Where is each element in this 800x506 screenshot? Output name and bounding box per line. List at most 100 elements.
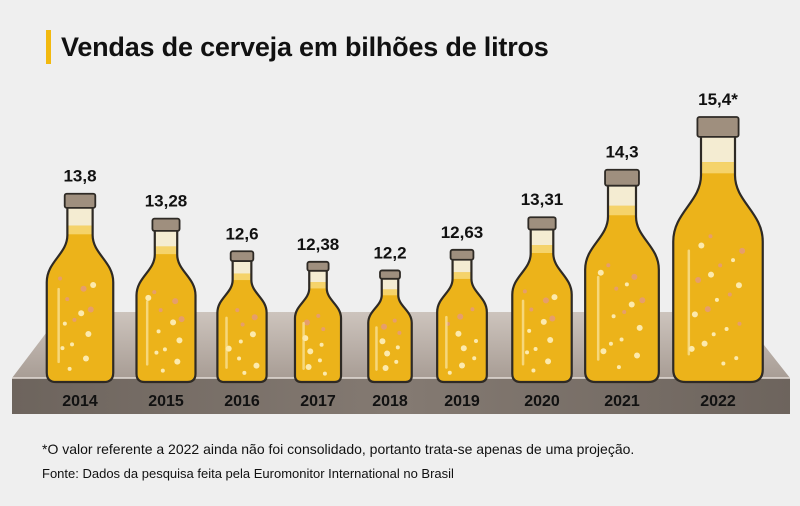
bubble <box>616 365 621 370</box>
year-label-2016: 2016 <box>224 393 260 410</box>
bubble <box>522 289 527 294</box>
title-accent-bar <box>46 30 51 64</box>
bottle-outline <box>45 205 115 384</box>
table-front <box>12 378 790 414</box>
bubble <box>688 345 695 352</box>
bottle-outline <box>511 227 573 384</box>
bottle-foam <box>294 282 342 289</box>
bubble <box>737 321 742 326</box>
bubble <box>170 319 177 326</box>
bubble <box>624 282 629 287</box>
bottle-highlight <box>57 287 60 364</box>
bubble <box>70 342 75 347</box>
bubble <box>319 342 324 347</box>
bubble <box>622 309 627 314</box>
bubble <box>527 328 532 333</box>
bubble <box>731 258 736 263</box>
bubble <box>379 338 386 345</box>
bottle-foam <box>512 245 572 253</box>
year-label-2020: 2020 <box>524 393 560 410</box>
bottle-foam <box>217 273 267 281</box>
bubble <box>317 358 322 363</box>
bubble <box>714 297 719 302</box>
bottle-2015: 13,28 2015 <box>135 192 197 410</box>
year-label-2015: 2015 <box>148 393 184 410</box>
bubble <box>735 282 742 289</box>
bubble <box>734 356 739 361</box>
bottle-highlight <box>596 275 600 361</box>
bubble <box>253 362 260 369</box>
bubble <box>721 361 726 366</box>
bubble <box>549 315 556 322</box>
bubble <box>472 356 477 361</box>
bubble <box>718 263 723 268</box>
bubble <box>322 371 327 376</box>
bubble <box>87 306 94 313</box>
bubble <box>704 306 711 313</box>
year-label-2014: 2014 <box>62 393 98 410</box>
bottle-2014: 13,8 2014 <box>45 167 115 410</box>
bubble <box>619 337 624 342</box>
bubble <box>80 285 87 292</box>
bubble <box>235 308 240 313</box>
bubble <box>701 340 708 347</box>
bubble <box>457 313 464 320</box>
bubble <box>62 321 67 326</box>
bubble <box>67 366 72 371</box>
bubble <box>145 294 152 301</box>
bubble <box>78 310 85 317</box>
year-label-2017: 2017 <box>300 393 336 410</box>
bubble <box>162 347 167 352</box>
bubble <box>176 337 183 344</box>
bubble <box>60 346 65 351</box>
bottle-highlight <box>302 321 305 370</box>
bubble <box>154 350 159 355</box>
bottle-2020: 13,31 2020 <box>511 190 573 410</box>
bubble <box>459 362 465 369</box>
bubble <box>525 350 530 355</box>
bottle-foam <box>585 205 659 216</box>
title-block: Vendas de cerveja em bilhões de litros <box>46 30 549 64</box>
bubble <box>394 359 399 364</box>
bubble <box>533 347 538 352</box>
bubble <box>639 297 646 304</box>
bubble <box>611 314 616 319</box>
bubble <box>542 297 549 304</box>
bottle-2022: 15,4* 2022 <box>672 90 764 410</box>
bubble <box>614 286 619 291</box>
bottle-highlight <box>375 326 378 371</box>
bubble <box>238 339 243 344</box>
bottle-cap <box>379 269 401 280</box>
bubble <box>237 356 242 361</box>
bubble <box>381 323 388 330</box>
bottle-foam <box>673 162 763 174</box>
bubble <box>695 276 702 283</box>
bottle-highlight <box>145 300 149 366</box>
bubble <box>392 318 397 323</box>
bubble <box>540 318 547 325</box>
year-label-2021: 2021 <box>604 393 640 410</box>
bubble <box>152 290 157 295</box>
value-label-2021: 14,3 <box>605 143 638 162</box>
bubble <box>65 297 70 302</box>
bottle-2021: 14,3 2021 <box>584 143 660 410</box>
bottle-highlight <box>521 299 525 366</box>
value-label-2020: 13,31 <box>521 190 564 209</box>
bubble <box>156 329 161 334</box>
bottle-outline <box>584 183 660 384</box>
bubble <box>174 358 181 365</box>
bubble <box>240 322 245 327</box>
bottle-cap <box>151 217 181 232</box>
bubble <box>395 345 400 350</box>
bubble <box>249 331 256 338</box>
bubble <box>160 368 165 373</box>
bubble <box>455 330 462 337</box>
bubble <box>58 276 63 281</box>
bubble <box>631 273 638 280</box>
bottle-outline <box>216 259 268 384</box>
bubble <box>608 341 613 346</box>
bubble <box>551 294 558 301</box>
bottle-2019: 12,63 2019 <box>436 223 488 410</box>
bubble <box>636 324 643 331</box>
